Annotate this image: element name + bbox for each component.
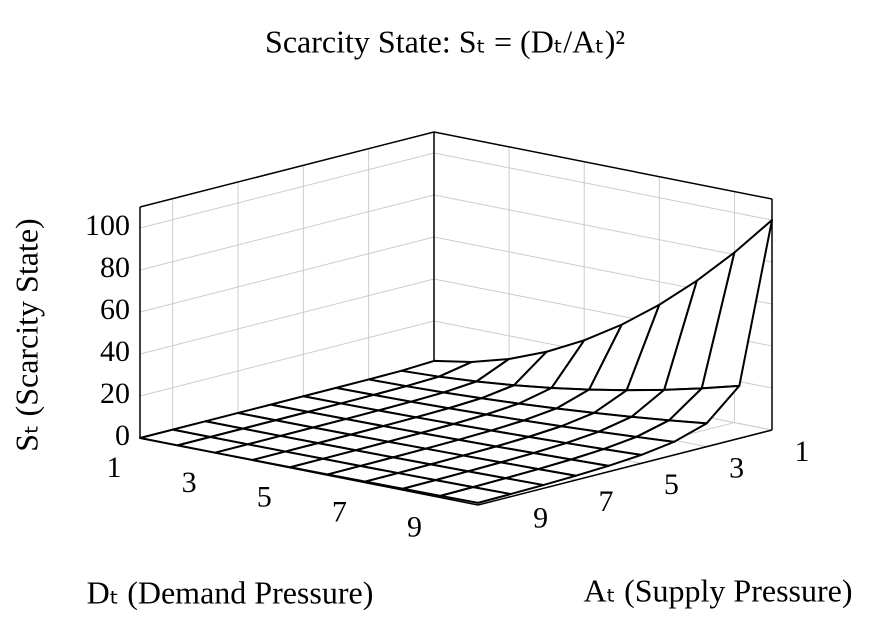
z-tick-label: 100 — [85, 209, 130, 242]
axis-box — [477, 429, 773, 506]
x-tick-label: 5 — [257, 481, 272, 514]
y-tick-label: 9 — [533, 502, 548, 535]
z-axis-label: Sₜ (Scarcity State) — [8, 218, 44, 451]
z-tick-label: 60 — [100, 293, 130, 326]
grid-line — [433, 152, 773, 221]
axis-box — [433, 131, 773, 200]
grid-line — [433, 194, 773, 263]
z-tick-label: 80 — [100, 251, 130, 284]
y-tick-label: 3 — [729, 452, 744, 485]
y-axis-label: Aₜ (Supply Pressure) — [584, 572, 853, 608]
grid-line — [139, 152, 435, 229]
x-tick-label: 3 — [182, 466, 197, 499]
grid-line — [139, 320, 435, 397]
x-tick-label: 9 — [407, 510, 422, 543]
surface-patch — [439, 486, 512, 504]
x-tick-label: 7 — [332, 496, 347, 529]
axis-box — [139, 131, 435, 208]
grid-line — [139, 278, 435, 355]
x-tick-label: 1 — [107, 451, 122, 484]
y-tick-label: 1 — [795, 435, 810, 468]
y-tick-label: 5 — [664, 468, 679, 501]
z-tick-label: 0 — [115, 419, 130, 452]
z-tick-label: 20 — [100, 377, 130, 410]
z-tick-label: 40 — [100, 335, 130, 368]
y-tick-label: 7 — [599, 485, 614, 518]
chart-title: Scarcity State: Sₜ = (Dₜ/Aₜ)² — [265, 23, 625, 59]
grid-line — [139, 236, 435, 313]
x-axis-label: Dₜ (Demand Pressure) — [87, 574, 374, 610]
grid-line — [139, 194, 435, 271]
